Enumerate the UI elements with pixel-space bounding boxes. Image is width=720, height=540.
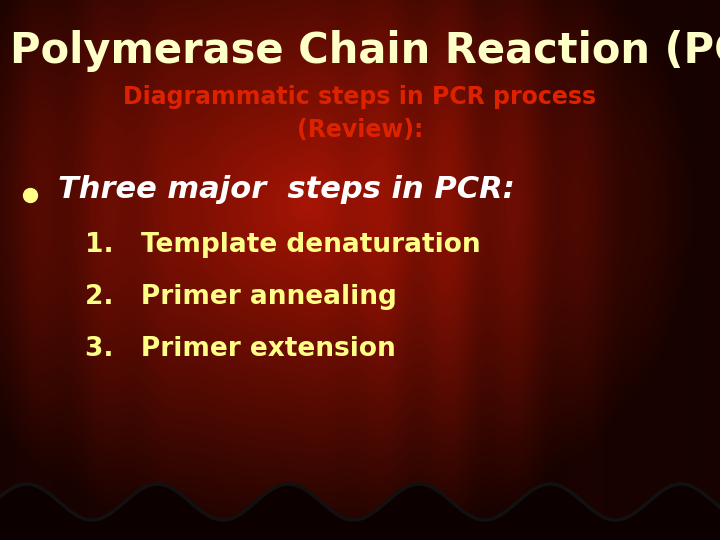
- Text: 1.   Template denaturation: 1. Template denaturation: [85, 232, 481, 258]
- Text: 2.   Primer annealing: 2. Primer annealing: [85, 284, 397, 310]
- Text: Polymerase Chain Reaction (PCR): Polymerase Chain Reaction (PCR): [10, 30, 720, 72]
- Text: Three major  steps in PCR:: Three major steps in PCR:: [58, 176, 515, 205]
- Text: Diagrammatic steps in PCR process
(Review):: Diagrammatic steps in PCR process (Revie…: [123, 85, 597, 143]
- Text: 3.   Primer extension: 3. Primer extension: [85, 336, 396, 362]
